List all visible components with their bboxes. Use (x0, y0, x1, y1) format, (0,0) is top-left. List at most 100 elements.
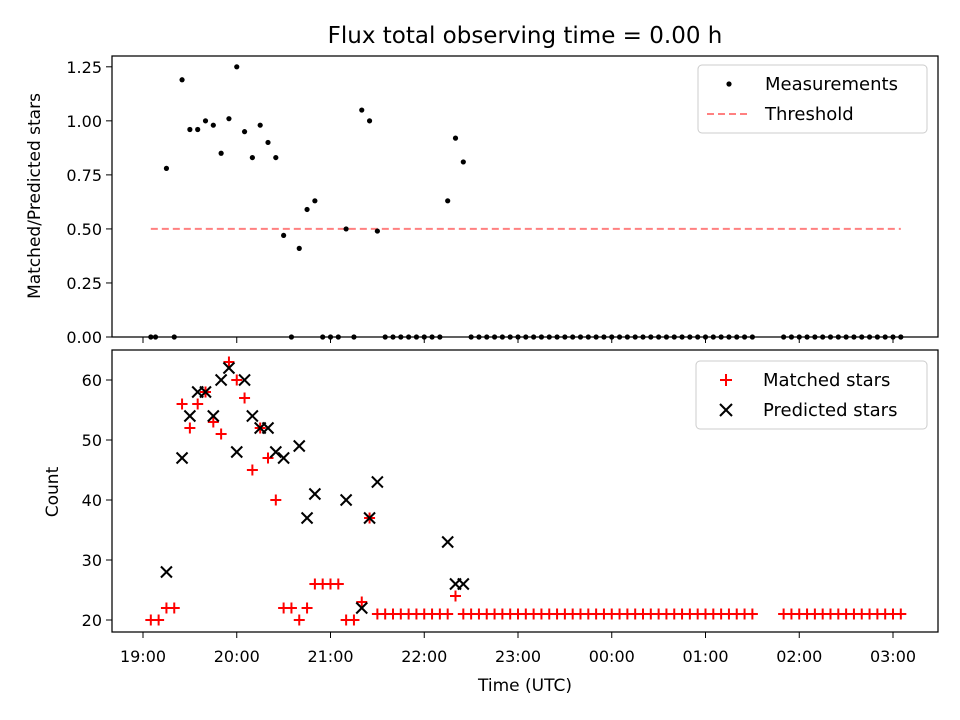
y-tick-label-ratio: 1.00 (66, 112, 102, 131)
y-tick-label-ratio: 0.00 (66, 328, 102, 347)
measurement-point (304, 206, 310, 213)
measurement-point (359, 107, 365, 113)
matched-star-point (293, 614, 305, 626)
predicted-star-point (175, 451, 189, 465)
matched-star-point (153, 614, 165, 626)
predicted-star-point (246, 409, 259, 423)
measurement-point (679, 334, 685, 340)
measurement-point (866, 334, 873, 340)
measurement-point (632, 334, 638, 340)
measurement-point (491, 334, 498, 340)
legend-marker-matched (720, 374, 732, 386)
legend-label-matched: Matched stars (763, 370, 890, 391)
x-tick-label: 02:00 (776, 647, 822, 666)
measurement-point (570, 334, 576, 340)
predicted-star-point (160, 565, 173, 579)
predicted-star-point (300, 511, 314, 525)
measurement-point (187, 126, 193, 133)
measurement-point (499, 334, 505, 340)
y-tick-label-ratio: 0.25 (66, 274, 102, 293)
measurement-point (452, 135, 459, 141)
matched-star-point (231, 374, 243, 386)
legend-label-measurements: Measurements (765, 74, 898, 95)
measurement-point (656, 334, 662, 340)
predicted-star-point (308, 487, 322, 501)
matched-star-point (262, 452, 274, 464)
measurement-point (702, 334, 709, 340)
measurement-point (741, 334, 748, 340)
measurement-point (695, 334, 701, 340)
measurement-point (616, 334, 623, 340)
measurement-point (538, 334, 545, 340)
measurement-point (484, 334, 490, 340)
measurement-point (382, 334, 388, 340)
measurement-point (390, 334, 396, 340)
matched-star-point (895, 608, 907, 620)
measurement-point (898, 334, 904, 340)
measurement-point (562, 334, 568, 340)
matched-star-point (450, 590, 461, 602)
measurement-point (890, 334, 896, 340)
predicted-star-point (339, 493, 353, 507)
predicted-star-point (441, 535, 454, 549)
measurement-point (374, 228, 380, 234)
measurement-point (648, 334, 654, 340)
x-tick-label: 03:00 (870, 647, 916, 666)
legend-label-threshold: Threshold (764, 104, 854, 125)
y-tick-label-ratio: 1.25 (66, 58, 102, 77)
matched-star-point (246, 464, 258, 476)
measurement-point (796, 334, 802, 340)
x-tick-label: 20:00 (214, 647, 260, 666)
measurement-point (531, 334, 537, 340)
panel-ratio: 0.00 0.25 0.50 0.75 1.00 1.25 Matched/Predict… (25, 55, 939, 347)
y-tick-label-ratio: 0.50 (66, 220, 102, 239)
measurement-point (671, 334, 677, 340)
measurement-point (195, 126, 201, 133)
measurement-point (265, 139, 271, 146)
matched-star-point (348, 614, 360, 626)
y-tick-label-count: 50 (82, 431, 102, 450)
matched-star-point (746, 608, 758, 620)
x-tick-label: 19:00 (120, 647, 166, 666)
measurement-point (460, 159, 466, 165)
y-tick-label-count: 40 (82, 491, 102, 510)
measurement-point (226, 116, 232, 122)
measurement-point (640, 334, 646, 340)
measurement-point (663, 334, 670, 340)
predicted-star-point (238, 373, 251, 387)
axes-frame-count (111, 349, 939, 633)
measurement-point (476, 334, 482, 340)
matched-star-point (168, 602, 180, 614)
measurement-point (624, 334, 630, 340)
y-tick-label-count: 30 (82, 551, 102, 570)
measurement-point (351, 334, 357, 340)
measurement-point (398, 334, 404, 340)
measurement-point (288, 334, 295, 340)
predicted-star-point (293, 439, 306, 453)
y-tick-label-ratio: 0.75 (66, 166, 102, 185)
marks-count: 20 30 40 50 60 19:00 20:00 21:00 22:00 23:00 00:00… (82, 356, 916, 666)
measurement-point (320, 334, 326, 340)
x-tick-label: 00:00 (589, 647, 635, 666)
measurement-point (523, 334, 529, 340)
measurement-point (726, 334, 732, 340)
x-tick-label: 22:00 (401, 647, 447, 666)
legend-count: Matched stars Predicted stars (695, 360, 928, 430)
measurement-point (827, 334, 834, 340)
measurement-point (585, 334, 591, 340)
x-tick-label: 01:00 (682, 647, 728, 666)
matched-star-point (285, 602, 297, 614)
predicted-star-point (355, 601, 368, 615)
measurement-point (554, 334, 560, 340)
matched-star-point (207, 416, 219, 428)
measurement-point (515, 334, 521, 340)
measurement-point (234, 64, 240, 70)
predicted-star-point (222, 361, 236, 375)
measurement-point (406, 334, 412, 340)
measurement-point (874, 334, 880, 340)
measurement-point (882, 334, 888, 340)
y-tick-label-count: 20 (82, 611, 102, 630)
measurement-point (710, 334, 716, 340)
y-axis-label-count: Count (43, 466, 63, 517)
